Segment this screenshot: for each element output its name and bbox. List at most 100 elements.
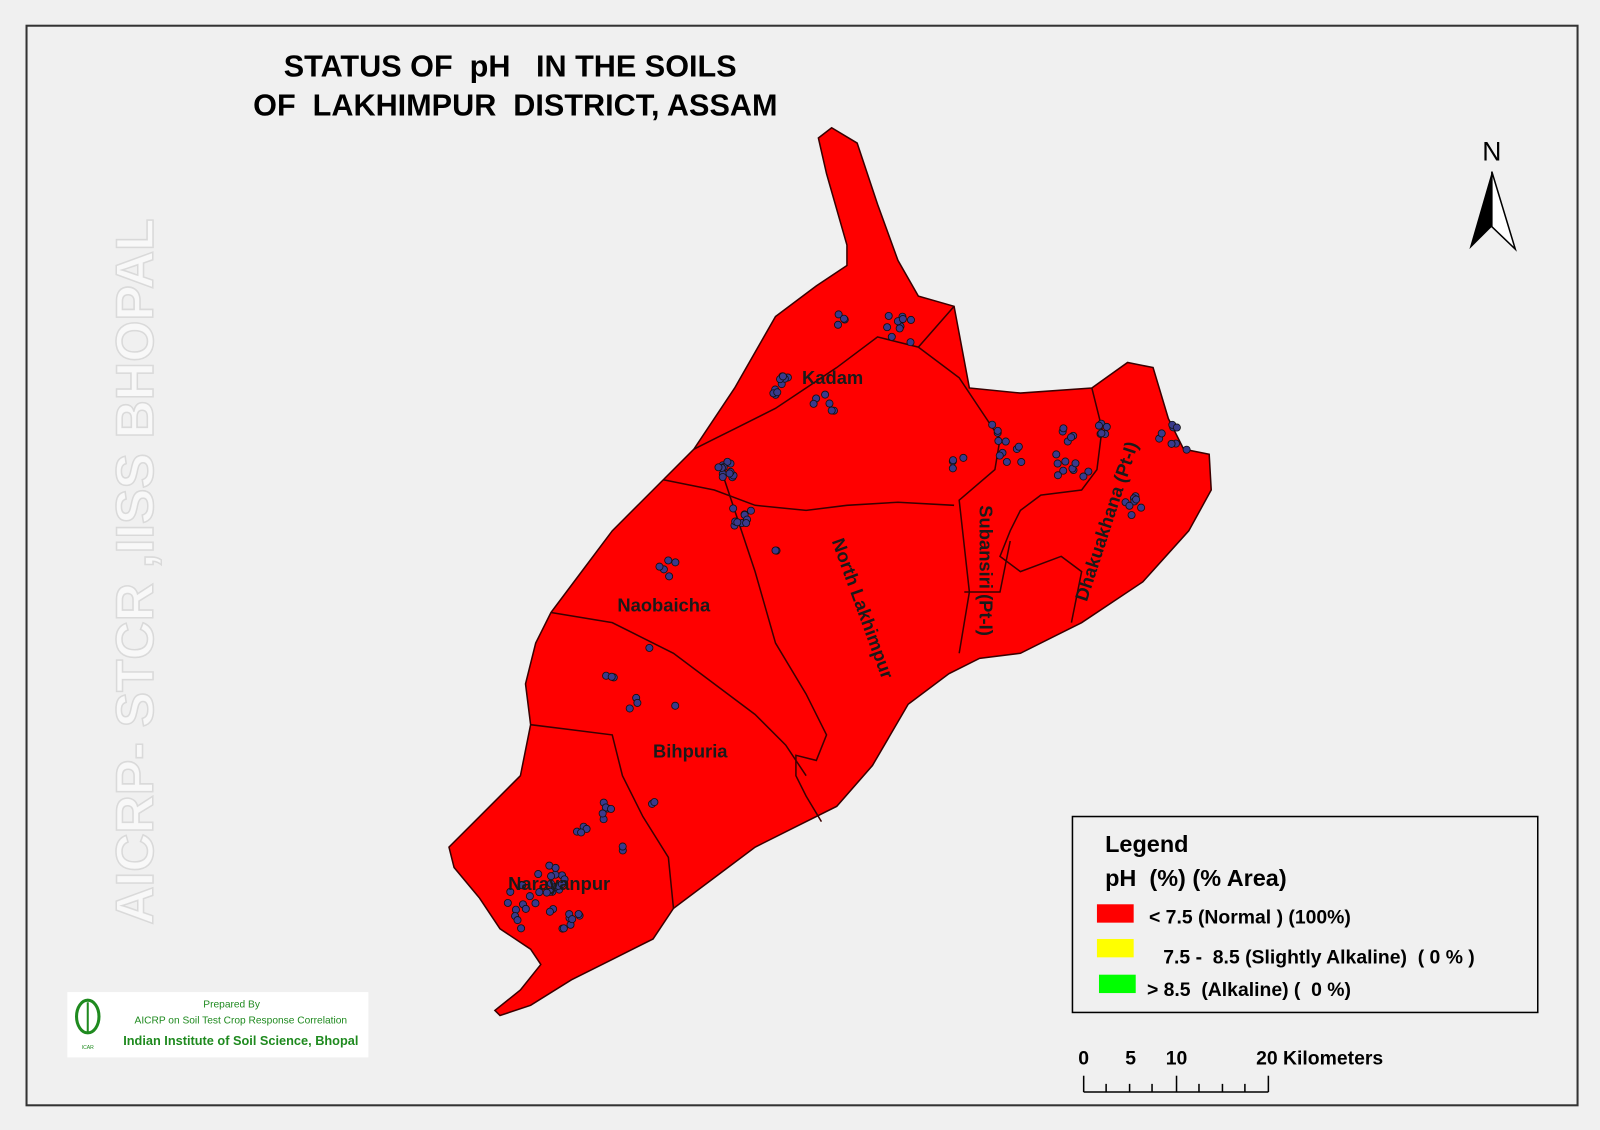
soil-sample-point (1014, 442, 1023, 451)
soil-sample-point (531, 899, 540, 908)
soil-sample-point (1125, 501, 1134, 510)
soil-sample-point (827, 406, 836, 415)
soil-sample-point (948, 464, 957, 473)
legend-subtitle: pH (%) (% Area) (1105, 865, 1287, 891)
soil-sample-point (959, 453, 968, 462)
soil-sample-point (1172, 423, 1181, 432)
credit-box: ICAR Prepared By AICRP on Soil Test Crop… (67, 992, 369, 1058)
soil-sample-point (559, 924, 568, 933)
soil-sample-point (645, 643, 654, 652)
soil-sample-point (994, 436, 1003, 445)
north-label: N (1482, 136, 1501, 166)
block-label-narayanpur: Narayanpur (508, 873, 610, 894)
credit-line2: AICRP on Soil Test Crop Response Correla… (135, 1016, 348, 1027)
scale-tick-20: 20 Kilometers (1256, 1047, 1383, 1069)
soil-sample-point (551, 863, 560, 872)
block-label-subansiri: Subansiri (Pt-I) (976, 505, 997, 636)
soil-sample-point (1102, 422, 1111, 431)
watermark: AICRP- STCR ,IISS BHOPAL (106, 218, 165, 924)
soil-sample-point (742, 519, 751, 528)
soil-sample-point (574, 910, 583, 919)
soil-sample-point (1071, 459, 1080, 468)
legend-label-slightly-alkaline: 7.5 - 8.5 (Slightly Alkaline) ( 0 % ) (1163, 946, 1475, 968)
soil-sample-point (557, 880, 566, 889)
soil-sample-point (1001, 437, 1010, 446)
soil-sample-point (1182, 445, 1191, 454)
north-arrow-icon: N (1469, 136, 1517, 252)
soil-sample-point (542, 888, 551, 897)
soil-sample-point (607, 672, 616, 681)
soil-sample-point (729, 504, 738, 513)
soil-sample-point (809, 399, 818, 408)
scale-tick-5: 5 (1125, 1047, 1136, 1069)
scale-tick-0: 0 (1078, 1047, 1089, 1069)
soil-sample-point (568, 915, 577, 924)
legend-swatch-alkaline (1098, 974, 1136, 994)
soil-sample-point (547, 872, 556, 881)
map-title-line1: STATUS OF pH IN THE SOILS (284, 50, 737, 84)
soil-sample-point (1059, 424, 1068, 433)
soil-sample-point (821, 390, 830, 399)
soil-sample-point (582, 824, 591, 833)
soil-sample-point (723, 457, 732, 466)
soil-sample-point (521, 904, 530, 913)
soil-sample-point (771, 546, 780, 555)
soil-sample-point (1132, 495, 1141, 504)
soil-sample-point (577, 828, 586, 837)
soil-sample-points (503, 310, 1191, 933)
soil-sample-point (725, 469, 734, 478)
soil-sample-point (898, 315, 907, 323)
legend-label-alkaline: > 8.5 (Alkaline) ( 0 %) (1147, 979, 1351, 1001)
soil-sample-point (664, 556, 673, 565)
district-polygon (448, 126, 1213, 1017)
soil-sample-point (718, 473, 727, 482)
soil-sample-point (887, 332, 896, 341)
block-label-naobaicha: Naobaicha (617, 594, 711, 615)
block-label-bihpuria: Bihpuria (653, 740, 728, 761)
soil-sample-point (598, 809, 607, 818)
soil-sample-point (834, 320, 842, 329)
credit-line3: Indian Institute of Soil Science, Bhopal (123, 1033, 358, 1048)
block-label-kadam: Kadam (802, 367, 863, 388)
soil-sample-point (883, 323, 892, 332)
soil-sample-point (1053, 471, 1062, 480)
icar-logo: ICAR (75, 998, 101, 1051)
soil-sample-point (633, 698, 642, 707)
soil-sample-point (671, 701, 680, 710)
credit-line1: Prepared By (203, 999, 261, 1010)
logo-text: ICAR (82, 1045, 94, 1051)
soil-sample-point (518, 881, 527, 890)
legend-swatch-slightly-alkaline (1096, 938, 1134, 958)
soil-sample-point (1157, 429, 1166, 438)
soil-sample-point (503, 898, 512, 907)
soil-sample-point (995, 451, 1004, 460)
district-map: Kadam Naobaicha Bihpuria Narayanpur Nort… (448, 126, 1213, 1017)
soil-sample-point (733, 518, 742, 527)
soil-sample-point (778, 372, 787, 381)
soil-sample-point (545, 907, 554, 916)
soil-sample-point (1059, 466, 1068, 475)
soil-sample-point (513, 916, 522, 925)
soil-sample-point (825, 399, 834, 408)
soil-sample-point (1094, 421, 1103, 430)
legend-swatch-normal (1096, 904, 1134, 923)
soil-sample-point (671, 558, 680, 567)
soil-sample-point (1053, 459, 1062, 468)
soil-sample-point (1002, 457, 1011, 466)
soil-sample-point (506, 887, 515, 896)
soil-sample-point (625, 704, 634, 713)
soil-sample-point (1067, 433, 1076, 442)
soil-sample-point (714, 463, 723, 472)
soil-sample-point (1052, 450, 1061, 459)
soil-sample-point (1017, 458, 1026, 466)
soil-sample-point (618, 842, 627, 851)
soil-sample-point (1167, 439, 1176, 448)
soil-sample-point (834, 310, 843, 319)
soil-sample-point (839, 314, 848, 323)
soil-sample-point (746, 506, 755, 515)
soil-sample-point (525, 892, 534, 901)
soil-sample-point (906, 315, 915, 324)
legend-title: Legend (1105, 831, 1188, 857)
soil-sample-point (1137, 503, 1146, 512)
